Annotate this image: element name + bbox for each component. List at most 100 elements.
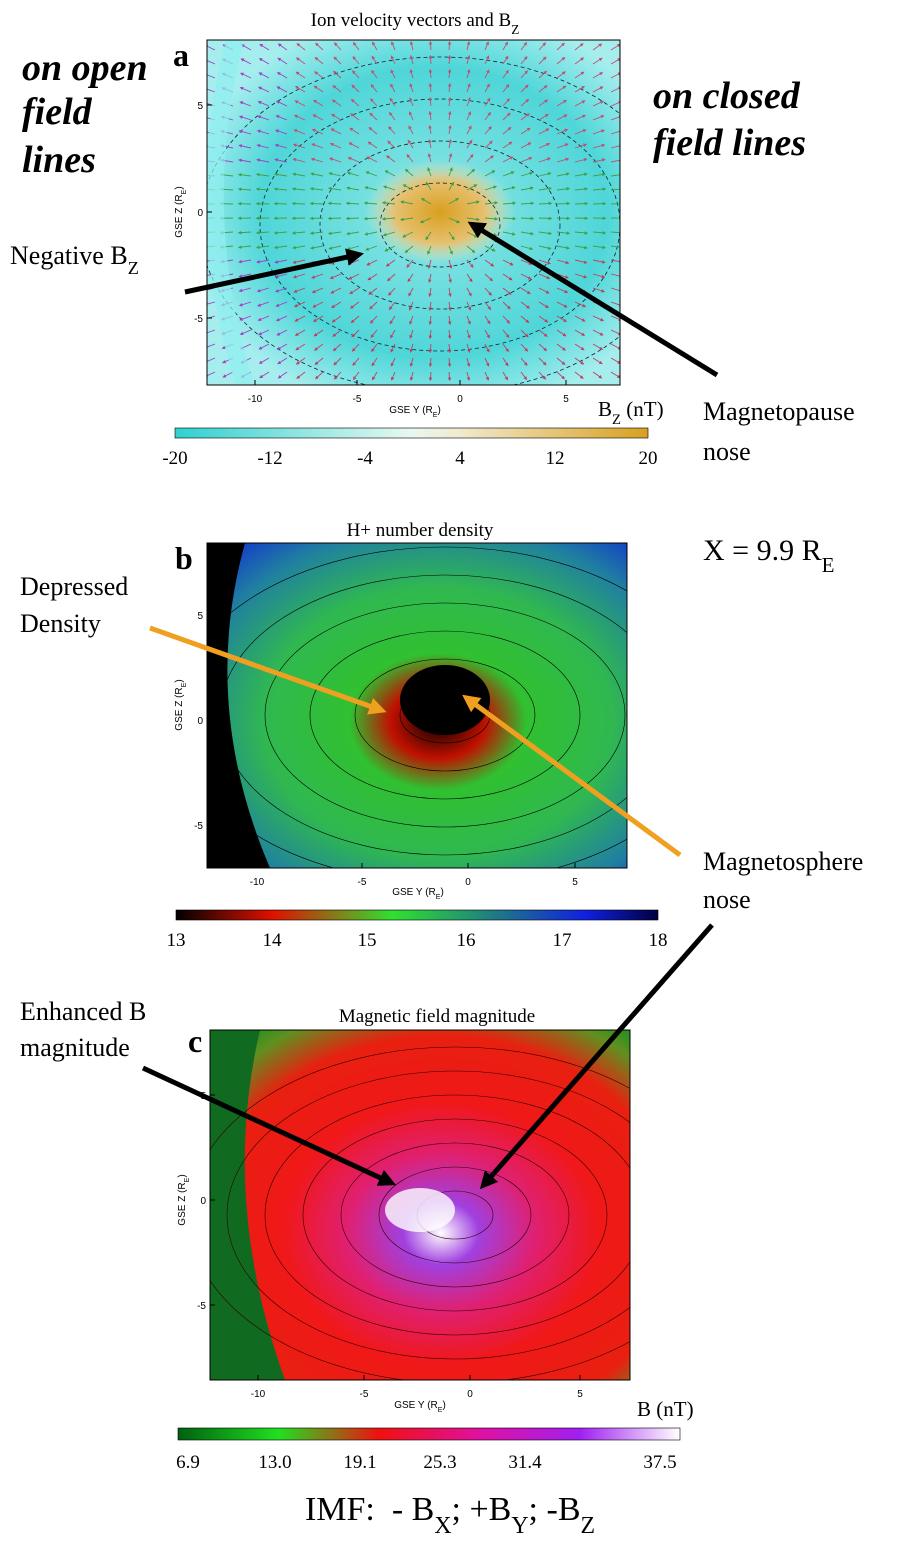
velocity-vector: [520, 127, 531, 135]
velocity-vector: [448, 110, 452, 121]
velocity-vector: [237, 230, 252, 235]
velocity-vector: [502, 259, 514, 266]
colorbar-tick-label: 6.9: [176, 1452, 200, 1473]
velocity-vector: [484, 185, 498, 191]
velocity-vector: [556, 201, 571, 206]
velocity-vector: [292, 158, 306, 163]
velocity-vector: [556, 99, 567, 107]
velocity-vector: [484, 140, 493, 149]
velocity-vector: [538, 172, 552, 177]
velocity-vector: [428, 329, 433, 340]
velocity-vector: [346, 171, 360, 177]
colorbar-tick-label: 14: [263, 930, 283, 951]
velocity-vector: [390, 343, 396, 353]
velocity-vector: [238, 129, 252, 135]
velocity-vector: [238, 144, 252, 149]
colorbar-tick-label: -4: [357, 448, 373, 469]
velocity-vector: [238, 287, 252, 293]
colorbar-tick-label: -20: [162, 448, 187, 469]
velocity-vector: [466, 301, 472, 311]
velocity-vector: [346, 231, 360, 236]
velocity-vector: [314, 71, 324, 79]
x-tick-label: 5: [572, 877, 578, 888]
velocity-vector: [466, 69, 471, 79]
velocity-vector: [574, 158, 588, 163]
pointer-arrow: [141, 1065, 397, 1186]
velocity-vector: [428, 96, 433, 107]
colorbar-tick-label: 12: [546, 448, 565, 469]
x-axis-label: GSE Y (RE): [389, 405, 441, 419]
x-tick-label: 0: [467, 1389, 473, 1400]
velocity-vector: [448, 287, 452, 298]
velocity-vector: [311, 128, 324, 135]
velocity-vector: [502, 231, 516, 236]
velocity-vector: [238, 301, 252, 307]
velocity-vector: [240, 72, 252, 79]
velocity-vector: [466, 83, 471, 93]
velocity-vector: [610, 58, 620, 65]
velocity-vector: [256, 158, 270, 163]
velocity-vector: [556, 371, 565, 380]
velocity-vector: [385, 155, 396, 163]
velocity-vector: [276, 329, 288, 336]
velocity-vector: [292, 172, 306, 177]
pointer-arrow: [467, 221, 719, 378]
velocity-vector: [258, 357, 270, 364]
velocity-vector: [256, 129, 270, 135]
velocity-vector: [538, 56, 547, 65]
velocity-vector: [592, 315, 605, 322]
pointer-arrow: [462, 694, 682, 858]
colorbar: [175, 909, 659, 921]
velocity-vector: [391, 371, 396, 381]
velocity-vector: [409, 329, 414, 339]
velocity-vector: [502, 357, 509, 367]
velocity-vector: [207, 44, 216, 51]
velocity-vector: [556, 315, 568, 322]
velocity-vector: [610, 245, 620, 248]
x-position-note: X = 9.9 RE: [703, 534, 834, 577]
velocity-vector: [556, 231, 571, 235]
y-axis-label-part: GSE Z (R: [174, 687, 185, 730]
velocity-vector: [502, 55, 509, 65]
velocity-vector: [371, 343, 378, 353]
x-axis-label: GSE Y (RE): [394, 1400, 446, 1414]
y-tick-label: -5: [194, 821, 203, 832]
velocity-vector: [428, 54, 433, 65]
velocity-vector: [364, 231, 378, 236]
velocity-vector: [592, 245, 607, 250]
velocity-vector: [331, 301, 342, 309]
velocity-vector: [610, 259, 620, 264]
velocity-vector: [466, 154, 474, 163]
magnetopause-note: nose: [703, 437, 751, 466]
velocity-vector: [365, 171, 378, 177]
velocity-vector: [257, 101, 270, 107]
imf-note-part: ; +B: [452, 1491, 512, 1528]
colorbar-label-sub: Z: [612, 412, 621, 428]
velocity-vector: [447, 371, 452, 382]
velocity-vector: [347, 157, 360, 163]
velocity-vector: [222, 371, 234, 378]
velocity-vector: [574, 315, 586, 322]
velocity-vector: [237, 187, 252, 192]
contour: [264, 602, 626, 828]
velocity-vector: [484, 259, 495, 267]
velocity-vector: [314, 56, 324, 65]
y-axis-label-part: ): [174, 679, 185, 682]
panel-title: Magnetic field magnitude: [339, 1006, 535, 1027]
velocity-vector: [610, 371, 620, 379]
velocity-vector: [310, 172, 324, 177]
velocity-vector: [349, 287, 360, 295]
velocity-vector: [592, 57, 603, 65]
velocity-vector: [276, 86, 288, 93]
magnetosphere-note: nose: [703, 885, 751, 914]
contour: [210, 1046, 630, 1380]
velocity-vector: [520, 315, 530, 324]
velocity-vector: [257, 301, 270, 307]
velocity-vector: [402, 184, 414, 191]
velocity-vector: [369, 112, 378, 121]
velocity-vector: [502, 41, 508, 51]
y-tick-label: 5: [197, 101, 203, 112]
colorbar-tick-label: 15: [358, 930, 377, 951]
velocity-vector: [448, 217, 461, 224]
velocity-vector: [502, 371, 509, 381]
